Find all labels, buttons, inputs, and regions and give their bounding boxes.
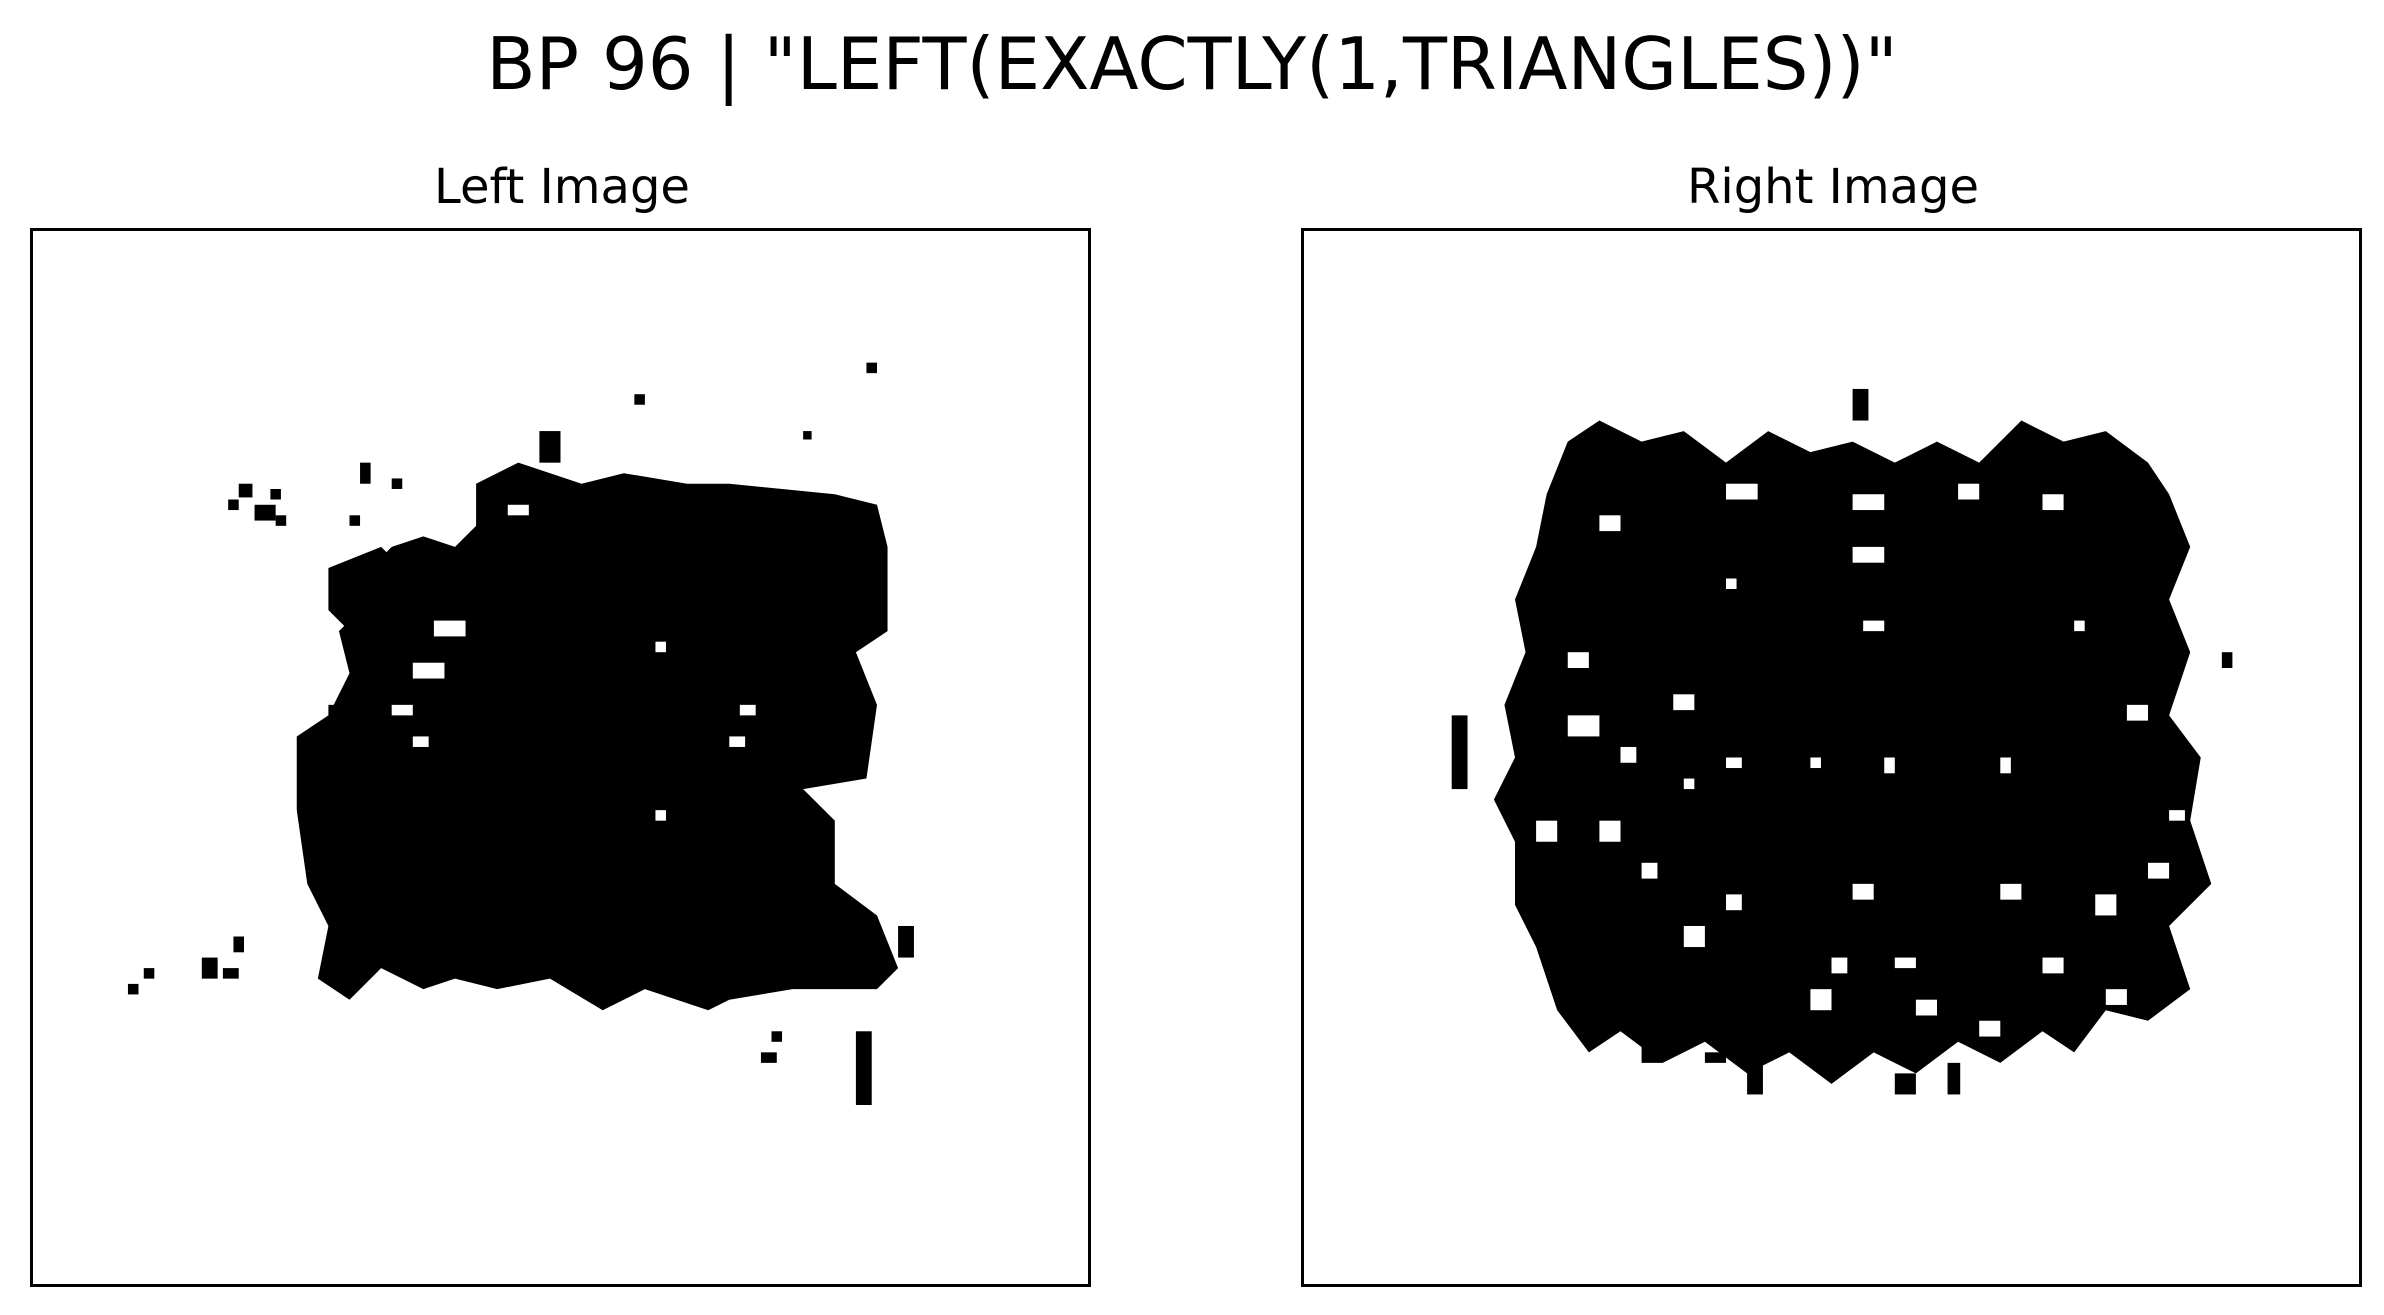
left-panel-title: Left Image [434,159,690,215]
left-image-panel [30,228,1091,1287]
right-image-panel [1301,228,2362,1287]
left-noise-blob [127,362,914,1105]
right-noise-blob [1451,388,2233,1095]
right-panel-title: Right Image [1687,159,1979,215]
figure-title: BP 96 | "LEFT(EXACTLY(1,TRIANGLES))" [486,22,1898,106]
